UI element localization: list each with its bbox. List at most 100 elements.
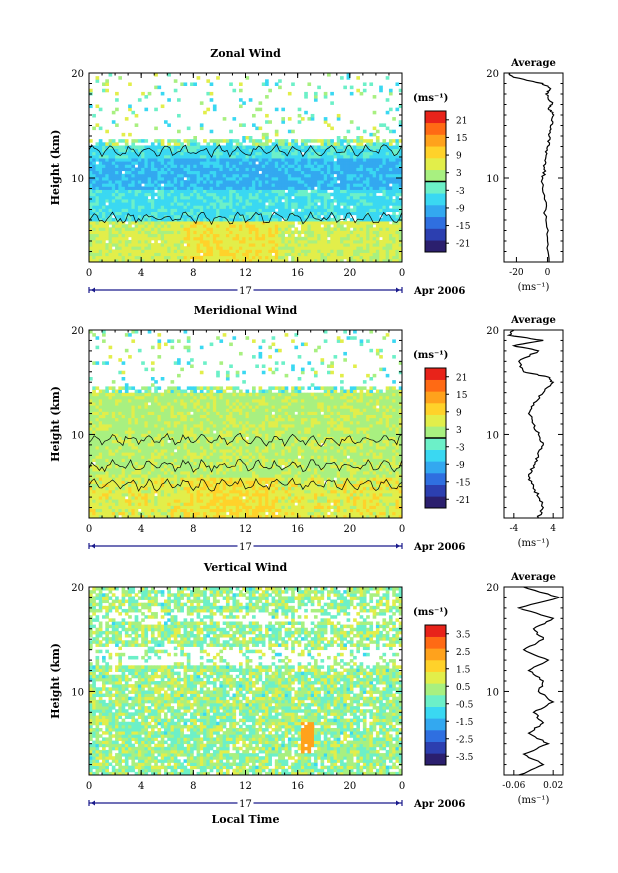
heatmap-cell [385, 98, 390, 102]
heatmap-cell [203, 173, 207, 178]
heatmap-cell [212, 489, 217, 494]
heatmap-cell [375, 145, 380, 149]
heatmap-cell [186, 154, 191, 159]
heatmap-cell [235, 236, 240, 241]
heatmap-cell [258, 199, 263, 203]
heatmap-cell [167, 205, 171, 209]
heatmap-cell [392, 502, 396, 506]
heatmap-cell [284, 142, 289, 146]
heatmap-cell [190, 180, 194, 184]
heatmap-cell [349, 151, 354, 156]
heatmap-cell [222, 183, 227, 187]
heatmap-cell [252, 208, 256, 212]
heatmap-cell [379, 489, 383, 494]
heatmap-cell [304, 227, 308, 231]
heatmap-cell [147, 205, 152, 209]
heatmap-cell [346, 227, 351, 231]
heatmap-cell [369, 255, 374, 260]
heatmap-cell [336, 255, 341, 260]
heatmap-cell [255, 511, 259, 516]
heatmap-cell [375, 502, 380, 506]
heatmap-cell [274, 486, 279, 491]
x-tick-label: 20 [343, 268, 356, 279]
heatmap-cell [206, 249, 211, 253]
heatmap-cell [245, 489, 250, 494]
heatmap-cell [366, 505, 370, 509]
heatmap-cell [92, 170, 96, 175]
heatmap-cell [281, 205, 286, 209]
heatmap-cell [392, 224, 396, 228]
heatmap-cell [115, 514, 119, 519]
heatmap-cell [199, 511, 204, 516]
heatmap-cell [392, 508, 396, 513]
heatmap-cell [183, 496, 188, 500]
heatmap-cell [170, 221, 175, 225]
heatmap-cell [111, 195, 116, 200]
heatmap-cell [225, 189, 230, 194]
heatmap-cell [323, 176, 328, 181]
heatmap-cell [300, 236, 305, 241]
heatmap-cell [128, 217, 132, 222]
heatmap-cell [154, 154, 158, 159]
heatmap-cell [170, 258, 175, 263]
heatmap-cell [313, 173, 318, 178]
heatmap-cell [346, 170, 351, 175]
heatmap-cell [141, 489, 145, 494]
heatmap-cell [320, 139, 325, 143]
heatmap-cell [105, 227, 109, 231]
heatmap-cell [323, 167, 328, 172]
heatmap-cell [131, 189, 136, 194]
heatmap-cell [232, 208, 237, 212]
heatmap-cell [385, 164, 390, 168]
heatmap-cell [242, 158, 246, 162]
heatmap-cell [98, 189, 103, 194]
heatmap-cell [128, 489, 132, 494]
heatmap-cell [398, 145, 403, 149]
heatmap-cell [281, 164, 286, 168]
heatmap-cell [323, 154, 328, 159]
heatmap-cell [268, 161, 272, 165]
heatmap-cell [92, 492, 96, 497]
heatmap-cell [284, 505, 289, 509]
heatmap-cell [124, 202, 129, 206]
heatmap-cell [157, 214, 162, 219]
heatmap-cell [349, 236, 354, 241]
heatmap-cell [203, 183, 207, 187]
heatmap-cell [317, 195, 321, 200]
heatmap-cell [271, 224, 276, 228]
heatmap-cell [369, 192, 374, 197]
heatmap-cell [291, 142, 295, 146]
heatmap-cell [307, 511, 312, 516]
heatmap-cell [320, 230, 325, 235]
heatmap-cell [379, 189, 383, 194]
heatmap-cell [248, 217, 253, 222]
heatmap-cell [274, 258, 279, 263]
heatmap-cell [225, 496, 230, 500]
heatmap-cell [180, 189, 184, 194]
heatmap-cell [281, 186, 286, 190]
heatmap-cell [343, 205, 347, 209]
heatmap-cell [372, 489, 377, 494]
heatmap-cell [349, 158, 354, 162]
heatmap-cell [137, 199, 142, 203]
heatmap-cell [252, 123, 256, 127]
heatmap-cell [313, 208, 318, 212]
heatmap-cell [206, 154, 211, 159]
heatmap-cell [183, 167, 188, 172]
heatmap-cell [98, 508, 103, 513]
heatmap-cell [333, 221, 338, 225]
heatmap-cell [346, 214, 351, 219]
heatmap-cell [121, 145, 126, 149]
heatmap-cell [177, 180, 181, 184]
heatmap-cell [379, 123, 383, 127]
heatmap-cell [261, 486, 266, 491]
heatmap-cell [137, 492, 142, 497]
heatmap-cell [115, 98, 119, 102]
heatmap-cell [385, 486, 390, 491]
heatmap-cell [141, 246, 145, 250]
heatmap-cell [147, 151, 152, 156]
heatmap-cell [128, 514, 132, 519]
heatmap-cell [105, 483, 109, 488]
heatmap-cell [150, 199, 155, 203]
heatmap-cell [199, 167, 204, 172]
